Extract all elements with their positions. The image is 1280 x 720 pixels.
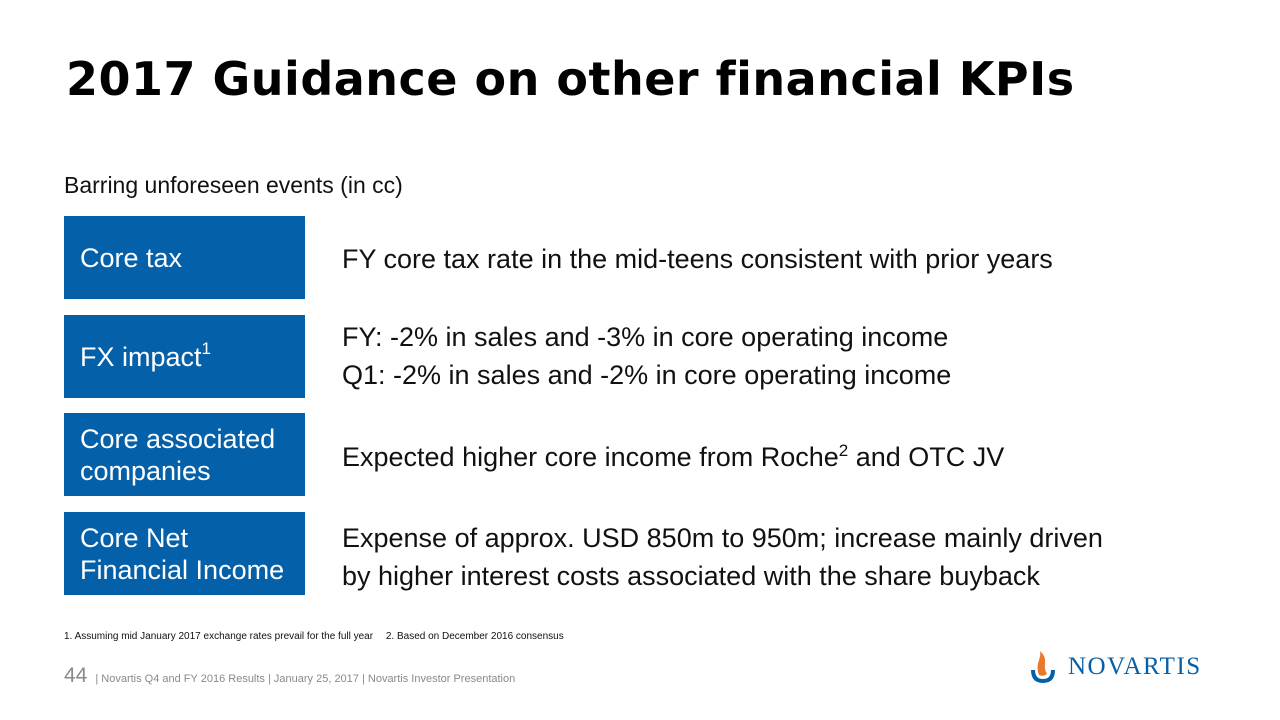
novartis-flame-icon <box>1031 651 1055 683</box>
kpi-label-core-tax: Core tax <box>64 216 305 299</box>
description-line: Q1: -2% in sales and -2% in core operati… <box>342 360 952 390</box>
footnote-2: 2. Based on December 2016 consensus <box>385 631 564 642</box>
kpi-description-core-tax: FY core tax rate in the mid-teens consis… <box>342 240 1053 278</box>
description-line: FY: -2% in sales and -3% in core operati… <box>342 322 949 352</box>
description-line: FY core tax rate in the mid-teens consis… <box>342 244 1053 274</box>
logo-wordmark: NOVARTIS <box>1068 653 1202 680</box>
footer-text: | Novartis Q4 and FY 2016 Results | Janu… <box>95 673 516 685</box>
description-line: Expected higher core income from Roche2 … <box>342 441 1005 472</box>
novartis-logo: NOVARTIS <box>1028 650 1202 684</box>
kpi-label-core-associated-companies: Core associated companies <box>64 413 305 496</box>
kpi-label-line: Core associated <box>80 423 276 454</box>
footnotes: 1. Assuming mid January 2017 exchange ra… <box>64 631 574 642</box>
footnote-1: 1. Assuming mid January 2017 exchange ra… <box>64 631 374 642</box>
kpi-description-core-net-financial-income: Expense of approx. USD 850m to 950m; inc… <box>342 519 1103 595</box>
kpi-label-text: FX impact1 <box>80 338 211 372</box>
kpi-label-line: companies <box>80 455 211 486</box>
kpi-description-core-associated-companies: Expected higher core income from Roche2 … <box>342 438 1004 476</box>
kpi-label-line: Financial Income <box>80 554 285 585</box>
slide-footer: 44 | Novartis Q4 and FY 2016 Results | J… <box>64 664 515 688</box>
subtitle: Barring unforeseen events (in cc) <box>64 172 403 198</box>
kpi-description-fx-impact: FY: -2% in sales and -3% in core operati… <box>342 318 951 394</box>
kpi-label-fx-impact: FX impact1 <box>64 315 305 398</box>
footnote-marker: 1 <box>201 338 211 358</box>
kpi-label-core-net-financial-income: Core Net Financial Income <box>64 512 305 595</box>
page-number: 44 <box>64 664 88 687</box>
kpi-label-text: Core tax <box>80 242 183 273</box>
description-line: by higher interest costs associated with… <box>342 561 1040 591</box>
slide-title: 2017 Guidance on other financial KPIs <box>66 52 1075 106</box>
kpi-label-line: Core Net <box>80 522 189 553</box>
footnote-marker: 2 <box>838 441 849 460</box>
description-line: Expense of approx. USD 850m to 950m; inc… <box>342 523 1103 553</box>
